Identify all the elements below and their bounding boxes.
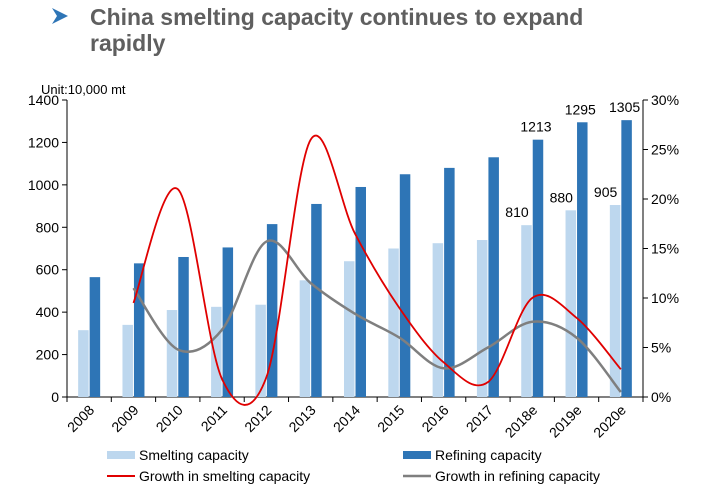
legend-label-growth-refining: Growth in refining capacity	[435, 468, 600, 484]
x-tick-label: 2008	[64, 402, 97, 435]
bar-refining	[577, 122, 588, 398]
bar-refining	[311, 203, 322, 397]
bar-refining	[399, 174, 411, 397]
data-label-smelting: 810	[505, 204, 529, 220]
y-left-tick-label: 200	[36, 347, 60, 363]
x-tick-label: 2017	[463, 402, 496, 435]
y-left-tick-label: 1200	[28, 134, 59, 150]
bar-refining	[266, 224, 278, 397]
data-label-smelting: 905	[594, 184, 618, 200]
y-left-tick-label: 600	[36, 262, 60, 278]
y-right-tick-label: 0%	[651, 389, 671, 405]
bar-smelting	[344, 261, 355, 397]
y-left-tick-label: 1400	[28, 92, 59, 108]
y-right-tick-label: 20%	[651, 191, 679, 207]
bar-smelting	[299, 280, 311, 397]
y-right-tick-label: 30%	[651, 92, 679, 108]
bar-smelting	[78, 330, 89, 397]
bar-smelting	[565, 210, 577, 397]
bar-smelting	[255, 304, 266, 397]
bar-refining	[178, 256, 189, 397]
y-left-tick-label: 400	[36, 304, 60, 320]
y-right-tick-label: 25%	[651, 142, 679, 158]
legend-swatch-refining	[403, 451, 431, 459]
y-left-tick-label: 1000	[28, 177, 59, 193]
line-growth-refining	[132, 239, 622, 393]
bar-refining	[444, 167, 455, 397]
x-tick-label: 2020e	[590, 402, 629, 441]
x-tick-label: 2016	[418, 402, 451, 435]
bar-smelting	[388, 248, 399, 397]
bar-refining	[488, 157, 499, 397]
bar-smelting	[432, 243, 444, 397]
bar-smelting	[476, 240, 488, 397]
bullet-arrow-icon	[52, 8, 68, 24]
unit-label: Unit:10,000 mt	[41, 82, 126, 97]
bar-smelting	[609, 205, 621, 397]
title-row: China smelting capacity continues to exp…	[0, 0, 727, 60]
bar-refining	[355, 186, 366, 397]
x-tick-label: 2009	[108, 402, 141, 435]
x-tick-label: 2013	[285, 402, 318, 435]
legend-label-growth-smelting: Growth in smelting capacity	[139, 468, 310, 484]
legend-label-refining: Refining capacity	[435, 447, 542, 463]
data-label-refining: 1213	[520, 119, 551, 135]
bar-refining	[89, 277, 101, 397]
x-tick-label: 2012	[241, 402, 274, 435]
x-tick-label: 2015	[374, 402, 407, 435]
y-right-tick-label: 15%	[651, 241, 679, 257]
legend-label-smelting: Smelting capacity	[139, 447, 249, 463]
x-tick-label: 2011	[198, 402, 231, 435]
y-right-tick-label: 10%	[651, 290, 679, 306]
bar-smelting	[211, 306, 222, 397]
bar-refining	[532, 139, 544, 397]
y-left-tick-label: 800	[36, 219, 60, 235]
y-right-tick-label: 5%	[651, 340, 671, 356]
x-tick-label: 2010	[153, 402, 186, 435]
y-left-tick-label: 0	[51, 389, 59, 405]
x-tick-label: 2018e	[502, 402, 541, 441]
data-label-refining: 1295	[565, 101, 596, 117]
legend-swatch-smelting	[107, 451, 135, 459]
bar-refining	[133, 263, 145, 397]
bar-smelting	[521, 225, 532, 397]
x-tick-label: 2019e	[546, 402, 585, 441]
line-growth-smelting	[132, 135, 622, 406]
bar-refining	[621, 120, 632, 398]
bar-smelting	[166, 310, 178, 397]
data-label-refining: 1305	[609, 99, 640, 115]
bar-smelting	[122, 324, 133, 397]
x-tick-label: 2014	[330, 402, 363, 435]
data-label-smelting: 880	[550, 189, 574, 205]
page-title: China smelting capacity continues to exp…	[90, 4, 584, 56]
